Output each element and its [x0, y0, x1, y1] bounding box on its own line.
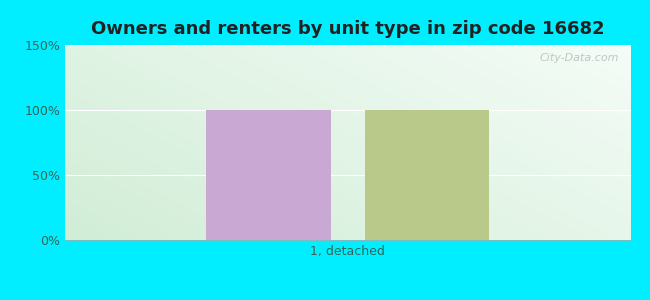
- Bar: [207, 110, 331, 240]
- Bar: [365, 110, 489, 240]
- Title: Owners and renters by unit type in zip code 16682: Owners and renters by unit type in zip c…: [91, 20, 604, 38]
- Legend: Owner occupied units, Renter occupied units: Owner occupied units, Renter occupied un…: [177, 298, 519, 300]
- Text: City-Data.com: City-Data.com: [540, 53, 619, 63]
